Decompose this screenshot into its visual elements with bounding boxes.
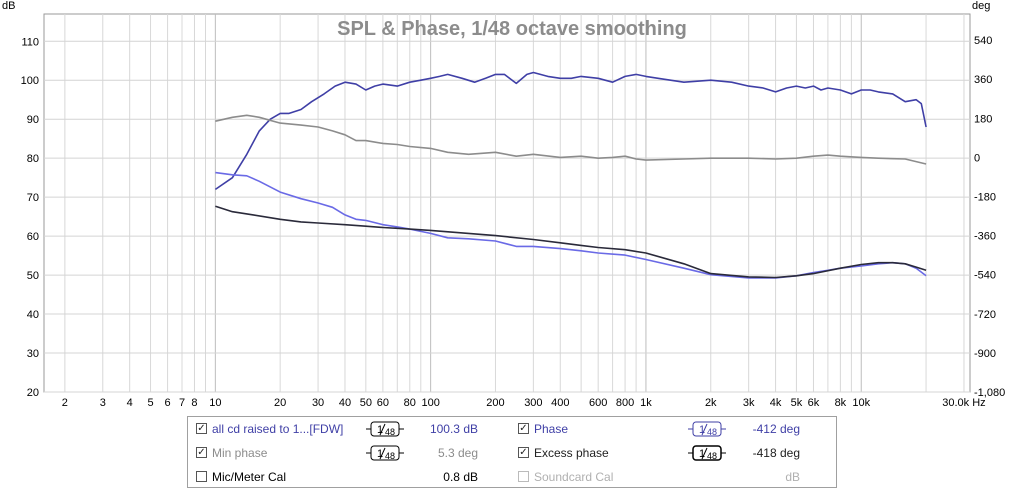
- y-right-axis-ticks: 540 360 180 0 -180 -360 -540 -720 -900 -1,080: [974, 35, 1005, 399]
- x-tick-label: 100: [421, 397, 439, 409]
- x-tick-label: 200: [486, 397, 504, 409]
- y-left-tick-label: 40: [27, 309, 39, 321]
- y-right-tick-label: -360: [974, 231, 996, 243]
- series-checkbox[interactable]: ✓: [196, 447, 207, 458]
- x-tick-label: 2: [62, 397, 68, 409]
- smoothing-button[interactable]: 1 48: [688, 445, 726, 461]
- y-right-tick-label: -720: [974, 309, 996, 321]
- y-left-tick-label: 60: [27, 231, 39, 243]
- x-tick-label: 30: [312, 397, 324, 409]
- x-tick-label: 5k: [791, 397, 803, 409]
- y-left-tick-label: 100: [21, 75, 39, 87]
- series-value: -418 deg: [752, 446, 800, 460]
- legend-row: Mic/Meter Cal 0.8 dB Soundcard Cal dB: [188, 467, 836, 487]
- spl-phase-chart[interactable]: 2 3 4 5 6 7 8 10 20 30 40 50 60 80 100 200 300 400 600 800 1…: [0, 0, 1024, 416]
- y-right-tick-label: -540: [974, 270, 996, 282]
- y-left-tick-label: 90: [27, 114, 39, 126]
- series-line-min-phase: [215, 114, 927, 165]
- series-lines: [214, 71, 927, 279]
- smoothing-numerator: 1: [377, 448, 383, 460]
- series-name-phase[interactable]: Phase: [534, 422, 569, 436]
- x-tick-label: 400: [551, 397, 569, 409]
- series-line-excess-phase: [215, 205, 927, 279]
- x-tick-label: 30.0k Hz: [942, 397, 985, 409]
- y-right-tick-label: 360: [974, 74, 992, 86]
- x-tick-label: 600: [589, 397, 607, 409]
- y-left-tick-label: 80: [27, 153, 39, 165]
- y-left-tick-label: 50: [27, 270, 39, 282]
- x-tick-label: 8: [191, 397, 197, 409]
- x-tick-label: 3: [100, 397, 106, 409]
- x-tick-label: 20: [274, 397, 286, 409]
- y-left-tick-label: 110: [21, 36, 39, 48]
- y-right-tick-label: -180: [974, 191, 996, 203]
- x-tick-label: 3k: [743, 397, 755, 409]
- smoothing-denominator: 48: [707, 427, 717, 437]
- legend-panel: ✓ all cd raised to 1...[FDW] 1 48 100.3 …: [187, 416, 837, 488]
- y-left-tick-label: 30: [27, 348, 39, 360]
- x-tick-label: 5: [147, 397, 153, 409]
- series-value: 100.3 dB: [429, 422, 478, 436]
- smoothing-button[interactable]: 1 48: [366, 445, 404, 461]
- x-tick-label: 1k: [640, 397, 652, 409]
- y-left-axis-ticks: 20 30 40 50 60 70 80 90 100 110: [21, 36, 39, 399]
- x-tick-label: 6k: [808, 397, 820, 409]
- series-checkbox[interactable]: [196, 471, 207, 482]
- y-left-tick-label: 70: [27, 192, 39, 204]
- series-line-all-cd-raised-to-1-fdw: [214, 71, 927, 191]
- series-value: 5.3 deg: [437, 446, 478, 460]
- smoothing-numerator: 1: [699, 448, 705, 460]
- y-right-tick-label: -900: [974, 348, 996, 360]
- series-name-mic-cal[interactable]: Mic/Meter Cal: [212, 470, 287, 484]
- x-tick-label: 80: [404, 397, 416, 409]
- x-tick-label: 7: [179, 397, 185, 409]
- grid-lines: [44, 14, 970, 393]
- x-tick-label: 10: [209, 397, 221, 409]
- x-tick-label: 800: [616, 397, 634, 409]
- x-tick-label: 40: [339, 397, 351, 409]
- series-checkbox[interactable]: ✓: [196, 423, 207, 434]
- y-right-unit: deg: [972, 0, 990, 12]
- smoothing-numerator: 1: [699, 424, 705, 436]
- series-value: dB: [785, 470, 800, 484]
- series-value: 0.8 dB: [443, 470, 478, 484]
- y-right-tick-label: 180: [974, 113, 992, 125]
- x-tick-label: 8k: [835, 397, 847, 409]
- series-name-excess-phase[interactable]: Excess phase: [534, 446, 609, 460]
- x-axis-ticks: 2 3 4 5 6 7 8 10 20 30 40 50 60 80 100 200 300 400 600 800 1…: [62, 397, 986, 409]
- series-name-fdw[interactable]: all cd raised to 1...[FDW]: [212, 422, 344, 436]
- y-left-unit: dB: [2, 0, 15, 12]
- smoothing-denominator: 48: [385, 451, 395, 461]
- legend-row: ✓ all cd raised to 1...[FDW] 1 48 100.3 …: [188, 419, 836, 439]
- legend-row: ✓ Min phase 1 48 5.3 deg ✓ Excess phase …: [188, 443, 836, 463]
- series-name-min-phase[interactable]: Min phase: [212, 446, 268, 460]
- x-tick-label: 50: [360, 397, 372, 409]
- x-tick-label: 4k: [770, 397, 782, 409]
- y-right-tick-label: 0: [974, 152, 980, 164]
- x-tick-label: 60: [377, 397, 389, 409]
- series-value: -412 deg: [752, 422, 800, 436]
- smoothing-button[interactable]: 1 48: [688, 421, 726, 437]
- series-name-soundcard-cal[interactable]: Soundcard Cal: [534, 470, 614, 484]
- series-checkbox[interactable]: ✓: [518, 447, 529, 458]
- smoothing-denominator: 48: [707, 451, 717, 461]
- chart-title: SPL & Phase, 1/48 octave smoothing: [337, 18, 687, 40]
- x-tick-label: 4: [127, 397, 133, 409]
- series-checkbox[interactable]: ✓: [518, 423, 529, 434]
- y-right-tick-label: -1,080: [974, 387, 1005, 399]
- smoothing-denominator: 48: [385, 427, 395, 437]
- x-tick-label: 6: [165, 397, 171, 409]
- x-tick-label: 10k: [852, 397, 870, 409]
- y-right-tick-label: 540: [974, 35, 992, 47]
- smoothing-numerator: 1: [377, 424, 383, 436]
- plot-area[interactable]: [43, 13, 971, 393]
- series-checkbox[interactable]: [518, 471, 529, 482]
- x-tick-label: 300: [524, 397, 542, 409]
- y-left-tick-label: 20: [27, 387, 39, 399]
- smoothing-button[interactable]: 1 48: [366, 421, 404, 437]
- x-tick-label: 2k: [705, 397, 717, 409]
